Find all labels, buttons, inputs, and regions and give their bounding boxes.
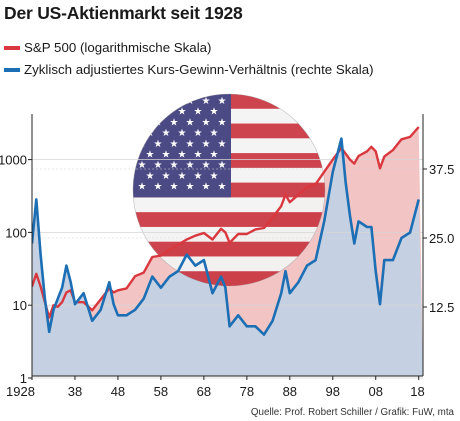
left-axis-tick-label: 1 bbox=[20, 371, 27, 386]
x-axis-tick-label: 18 bbox=[410, 384, 424, 399]
x-axis-tick-label: 68 bbox=[197, 384, 211, 399]
svg-text:★: ★ bbox=[178, 150, 187, 161]
svg-text:★: ★ bbox=[218, 96, 227, 107]
x-axis-tick-label: 58 bbox=[154, 384, 168, 399]
svg-text:★: ★ bbox=[146, 128, 155, 139]
svg-text:★: ★ bbox=[178, 128, 187, 139]
svg-text:★: ★ bbox=[146, 107, 155, 118]
svg-text:★: ★ bbox=[186, 160, 195, 171]
source-note: Quelle: Prof. Robert Schiller / Grafik: … bbox=[250, 407, 454, 418]
svg-text:★: ★ bbox=[218, 160, 227, 171]
svg-text:★: ★ bbox=[146, 171, 155, 182]
cape-line bbox=[32, 137, 420, 336]
legend-item-sp500: S&P 500 (logarithmische Skala) bbox=[4, 40, 211, 55]
right-axis-tick-label: 12.5 bbox=[429, 300, 454, 315]
x-axis-tick-label: 88 bbox=[283, 384, 297, 399]
svg-text:★: ★ bbox=[186, 182, 195, 193]
svg-text:★: ★ bbox=[202, 96, 211, 107]
svg-text:★: ★ bbox=[138, 117, 147, 128]
svg-text:★: ★ bbox=[210, 171, 219, 182]
right-axis-tick-label: 37.5 bbox=[429, 162, 454, 177]
svg-text:★: ★ bbox=[138, 160, 147, 171]
svg-text:★: ★ bbox=[178, 107, 187, 118]
svg-text:★: ★ bbox=[210, 128, 219, 139]
legend-item-cape: Zyklisch adjustiertes Kurs-Gewinn-Verhäl… bbox=[4, 62, 374, 77]
svg-text:★: ★ bbox=[170, 160, 179, 171]
svg-text:★: ★ bbox=[202, 160, 211, 171]
left-axis-tick-label: 10 bbox=[13, 298, 27, 313]
svg-text:★: ★ bbox=[186, 117, 195, 128]
svg-text:★: ★ bbox=[194, 150, 203, 161]
x-axis-tick-label: 08 bbox=[369, 384, 383, 399]
svg-text:★: ★ bbox=[210, 107, 219, 118]
legend-swatch-sp500 bbox=[4, 45, 20, 50]
us-flag-circle-image: ★ ★ ★ ★ ★ ★★ ★ ★ ★ ★★ ★ ★ ★ ★ ★★ ★ ★ ★ ★★ ★ ★ ★ ★ ★★ ★ ★ ★ ★★ ★ ★ ★ ★ ★★… bbox=[132, 93, 326, 287]
left-axis-tick-label: 100 bbox=[5, 225, 27, 240]
svg-text:★: ★ bbox=[202, 182, 211, 193]
svg-text:★: ★ bbox=[210, 150, 219, 161]
svg-text:★: ★ bbox=[178, 171, 187, 182]
svg-text:★: ★ bbox=[138, 139, 147, 150]
svg-text:★: ★ bbox=[170, 117, 179, 128]
svg-text:★: ★ bbox=[202, 139, 211, 150]
svg-text:★: ★ bbox=[170, 139, 179, 150]
x-axis-tick-label: 78 bbox=[240, 384, 254, 399]
svg-text:★: ★ bbox=[194, 171, 203, 182]
svg-text:★: ★ bbox=[194, 107, 203, 118]
x-axis-tick-label: 98 bbox=[326, 384, 340, 399]
svg-text:★: ★ bbox=[162, 128, 171, 139]
right-axis-tick-label: 25.0 bbox=[429, 231, 454, 246]
cape-area bbox=[32, 138, 423, 376]
svg-text:★: ★ bbox=[218, 117, 227, 128]
x-axis-tick-label: 1928 bbox=[6, 384, 35, 399]
legend-label-sp500: S&P 500 (logarithmische Skala) bbox=[24, 40, 212, 55]
legend-label-cape: Zyklisch adjustiertes Kurs-Gewinn-Verhäl… bbox=[24, 62, 374, 77]
svg-text:★: ★ bbox=[202, 117, 211, 128]
svg-text:★: ★ bbox=[162, 171, 171, 182]
svg-text:★: ★ bbox=[154, 139, 163, 150]
chart-title: Der US-Aktienmarkt seit 1928 bbox=[4, 3, 243, 23]
svg-text:★: ★ bbox=[170, 96, 179, 107]
svg-text:★: ★ bbox=[218, 139, 227, 150]
svg-text:★: ★ bbox=[162, 107, 171, 118]
svg-text:★: ★ bbox=[138, 96, 147, 107]
svg-text:★: ★ bbox=[186, 139, 195, 150]
left-axis-tick-label: 1000 bbox=[0, 153, 27, 168]
svg-text:★: ★ bbox=[154, 160, 163, 171]
svg-text:★: ★ bbox=[218, 182, 227, 193]
x-axis-tick-label: 38 bbox=[68, 384, 82, 399]
legend-swatch-cape bbox=[4, 67, 20, 72]
x-axis-tick-label: 48 bbox=[111, 384, 125, 399]
svg-text:★: ★ bbox=[194, 128, 203, 139]
svg-text:★: ★ bbox=[138, 182, 147, 193]
svg-text:★: ★ bbox=[154, 117, 163, 128]
svg-text:★: ★ bbox=[162, 150, 171, 161]
svg-text:★: ★ bbox=[154, 96, 163, 107]
svg-text:★: ★ bbox=[186, 96, 195, 107]
svg-text:★: ★ bbox=[146, 150, 155, 161]
svg-text:★: ★ bbox=[170, 182, 179, 193]
svg-text:★: ★ bbox=[154, 182, 163, 193]
